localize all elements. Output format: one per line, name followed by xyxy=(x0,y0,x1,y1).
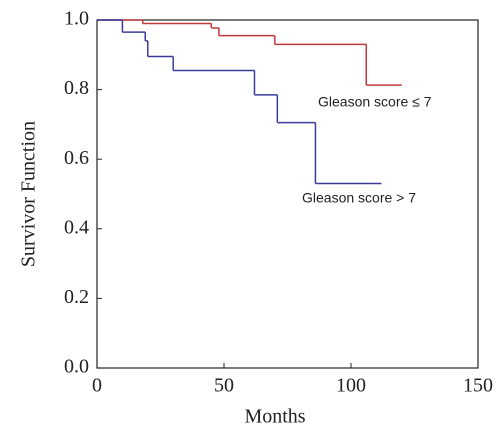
x-tick-label: 50 xyxy=(214,375,234,397)
annotation: Gleason score ≤ 7 xyxy=(318,94,432,110)
y-tick-label: 0.8 xyxy=(64,77,89,99)
y-tick-label: 1.0 xyxy=(64,8,89,30)
x-tick-label: 100 xyxy=(336,375,366,397)
x-tick-label: 0 xyxy=(92,375,102,397)
x-axis-label: Months xyxy=(244,406,305,428)
plot-frame xyxy=(96,19,479,369)
y-axis-label: Survivor Function xyxy=(18,121,40,267)
y-tick-label: 0.2 xyxy=(64,286,89,308)
y-tick-label: 0.4 xyxy=(64,216,89,238)
y-tick-label: 0.0 xyxy=(64,356,89,378)
annotation: Gleason score > 7 xyxy=(302,190,416,206)
x-tick-label: 150 xyxy=(463,375,493,397)
y-tick-label: 0.6 xyxy=(64,147,89,169)
